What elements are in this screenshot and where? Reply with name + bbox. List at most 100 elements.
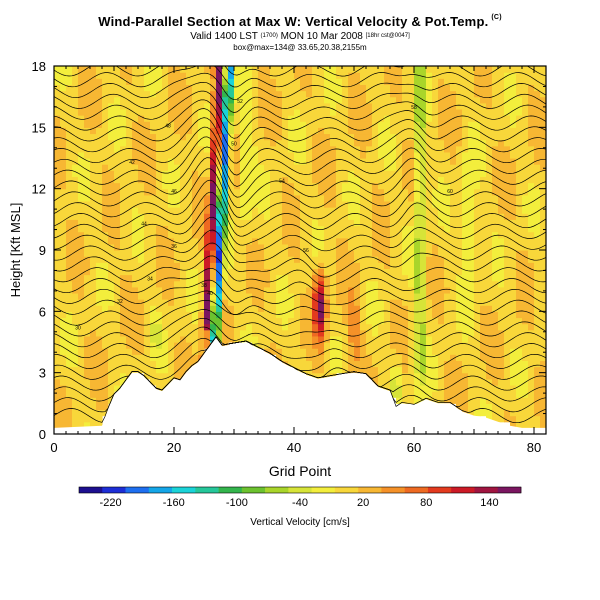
- field-cell: [60, 323, 67, 331]
- field-cell: [324, 96, 331, 104]
- field-cell: [426, 219, 433, 227]
- field-cell: [510, 194, 517, 202]
- field-cell: [264, 311, 271, 319]
- field-cell: [318, 311, 325, 319]
- theta-contour-line: [54, 41, 546, 66]
- field-cell: [270, 188, 277, 196]
- field-cell: [126, 145, 133, 153]
- field-cell: [360, 72, 367, 79]
- field-cell: [474, 207, 481, 214]
- field-cell: [516, 397, 523, 404]
- field-cell: [216, 292, 223, 300]
- field-cell: [432, 237, 439, 245]
- field-cell: [174, 323, 181, 331]
- field-cell: [318, 286, 325, 294]
- field-cell: [516, 158, 523, 165]
- field-cell: [498, 286, 505, 294]
- field-cell: [54, 133, 61, 141]
- field-cell: [54, 66, 61, 73]
- field-cell: [60, 207, 67, 214]
- field-cell: [270, 145, 277, 153]
- field-cell: [438, 66, 445, 73]
- field-cell: [330, 225, 337, 233]
- field-cell: [78, 139, 85, 147]
- field-cell: [378, 329, 385, 337]
- field-cell: [180, 243, 187, 251]
- field-cell: [192, 286, 199, 294]
- field-cell: [180, 299, 187, 306]
- field-cell: [522, 66, 529, 73]
- field-cell: [438, 213, 445, 220]
- field-cell: [60, 170, 67, 177]
- field-cell: [120, 243, 127, 251]
- field-cell: [234, 84, 241, 92]
- field-cell: [390, 299, 397, 306]
- field-cell: [66, 317, 73, 325]
- field-cell: [126, 158, 133, 165]
- field-cell: [60, 286, 67, 294]
- field-cell: [168, 335, 175, 343]
- field-cell: [342, 329, 349, 337]
- field-cell: [126, 286, 133, 294]
- field-cell: [396, 200, 403, 208]
- field-cell: [132, 342, 139, 349]
- field-cell: [162, 176, 169, 184]
- field-cell: [420, 317, 427, 325]
- field-cell: [318, 342, 325, 349]
- field-cell: [540, 335, 546, 343]
- field-cell: [150, 194, 157, 202]
- field-cell: [468, 335, 475, 343]
- field-cell: [408, 299, 415, 306]
- field-cell: [108, 231, 115, 239]
- field-cell: [342, 323, 349, 331]
- field-cell: [492, 274, 499, 282]
- field-cell: [432, 280, 439, 288]
- field-cell: [468, 391, 475, 398]
- field-cell: [330, 372, 337, 380]
- field-cell: [432, 176, 439, 184]
- theta-contour-line: [54, 191, 546, 237]
- field-cell: [78, 188, 85, 196]
- field-cell: [60, 78, 67, 85]
- field-cell: [246, 182, 253, 190]
- field-cell: [234, 225, 241, 233]
- field-cell: [120, 348, 127, 355]
- field-cell: [408, 170, 415, 177]
- field-cell: [516, 72, 523, 79]
- field-cell: [330, 188, 337, 196]
- field-cell: [126, 360, 133, 368]
- field-cell: [516, 274, 523, 282]
- field-cell: [228, 250, 235, 257]
- field-cell: [438, 262, 445, 269]
- field-cell: [522, 170, 529, 177]
- chart-title-text: Wind-Parallel Section at Max W: Vertical…: [98, 14, 489, 29]
- field-cell: [504, 292, 511, 300]
- field-cell: [120, 323, 127, 331]
- field-cell: [504, 403, 511, 411]
- field-cell: [336, 354, 343, 361]
- field-cell: [84, 360, 91, 368]
- field-cell: [288, 207, 295, 214]
- field-cell: [498, 372, 505, 380]
- field-cell: [408, 115, 415, 122]
- field-cell: [216, 329, 223, 337]
- field-cell: [510, 384, 517, 392]
- field-cell: [168, 360, 175, 368]
- field-cell: [390, 225, 397, 233]
- field-cell: [366, 78, 373, 85]
- field-cell: [174, 188, 181, 196]
- field-cell: [516, 164, 523, 171]
- field-cell: [540, 115, 546, 122]
- field-cell: [270, 280, 277, 288]
- field-cell: [96, 354, 103, 361]
- field-cell: [96, 397, 103, 404]
- field-cell: [366, 121, 373, 128]
- field-cell: [468, 292, 475, 300]
- field-cell: [510, 421, 517, 429]
- field-cell: [528, 409, 535, 417]
- colorbar-segment: [79, 487, 103, 493]
- field-cell: [132, 96, 139, 104]
- theta-contour-label: 30: [75, 326, 81, 332]
- field-cell: [96, 225, 103, 233]
- field-cell: [276, 115, 283, 122]
